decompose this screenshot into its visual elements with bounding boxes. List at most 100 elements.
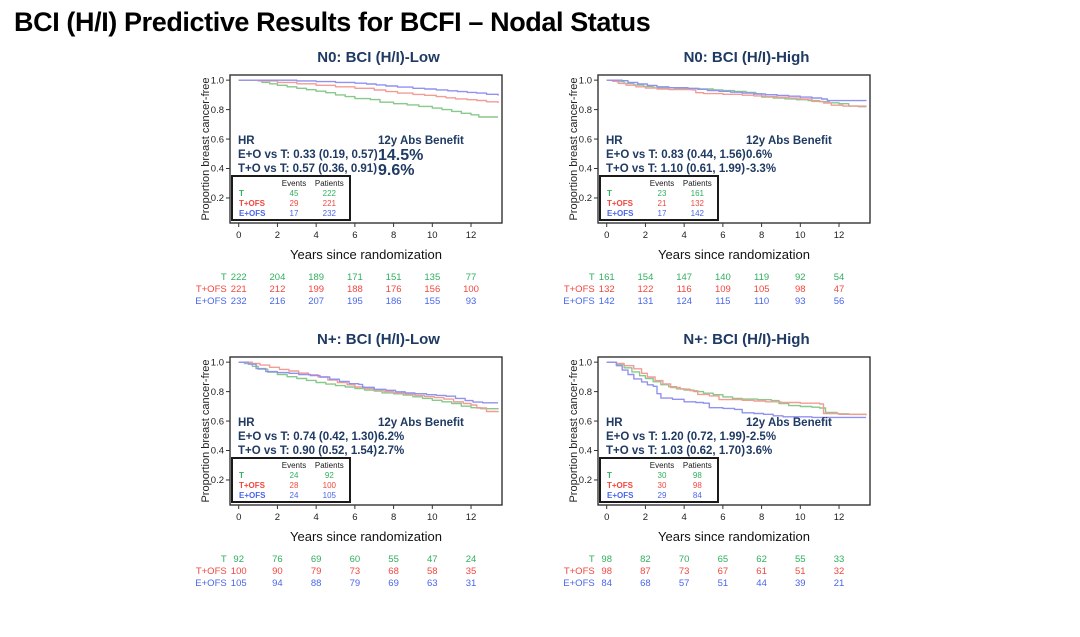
legend-header-row: Events Patients — [233, 179, 349, 189]
at-risk-count: 212 — [270, 284, 286, 295]
km-chart-area: 1.0 0.8 0.6 0.4 0.2 0 2 4 6 8 10 12 Proportion breas… — [568, 68, 873, 246]
legend-header-events: Events — [281, 179, 307, 188]
at-risk-count: 221 — [231, 284, 247, 295]
y-tick-label: 0.4 — [579, 446, 592, 457]
legend-row-t-ofs: T+OFS 30 98 — [601, 481, 717, 491]
at-risk-count: 84 — [601, 578, 612, 589]
x-tick-label: 4 — [314, 230, 319, 241]
km-curve-e+ofs — [606, 361, 867, 419]
y-tick-label: 0.6 — [579, 416, 592, 427]
at-risk-count: 171 — [347, 272, 363, 283]
legend-patients: 100 — [322, 481, 337, 490]
at-risk-count: 69 — [311, 554, 322, 565]
y-tick-label: 0.4 — [579, 164, 592, 175]
at-risk-count: 65 — [718, 554, 729, 565]
at-risk-count: 105 — [231, 578, 247, 589]
at-risk-count: 135 — [424, 272, 440, 283]
panel-title: N0: BCI (H/I)-Low — [317, 49, 440, 66]
x-tick-label: 8 — [759, 512, 764, 523]
at-risk-count: 94 — [272, 578, 283, 589]
at-risk-count: 131 — [638, 296, 654, 307]
at-risk-count: 54 — [834, 272, 845, 283]
x-tick-label: 2 — [275, 230, 280, 241]
at-risk-count: 142 — [599, 296, 615, 307]
plot-frame — [597, 356, 871, 506]
benefit-value-eo: 6.2% — [378, 431, 405, 443]
at-risk-count: 93 — [795, 296, 806, 307]
x-tick-label: 12 — [466, 230, 477, 241]
at-risk-row-label: E+OFS — [195, 296, 226, 307]
at-risk-count: 140 — [715, 272, 731, 283]
legend-patients: 222 — [322, 189, 337, 198]
legend-label: E+OFS — [239, 491, 266, 500]
at-risk-row-label: T — [221, 272, 227, 283]
at-risk-count: 55 — [795, 554, 806, 565]
at-risk-count: 51 — [718, 578, 729, 589]
legend-row-e-ofs: E+OFS 29 84 — [601, 491, 717, 501]
benefit-title: 12y Abs Benefit — [378, 135, 464, 147]
at-risk-count: 100 — [463, 284, 479, 295]
benefit-block: 12y Abs Benefit 6.2% 2.7% — [378, 416, 464, 458]
at-risk-table: T 92 76 69 60 55 47 24T+OFS 100 90 79 73 68 58 35E+OFS… — [195, 554, 477, 589]
legend-row-e-ofs: E+OFS 24 105 — [233, 491, 349, 501]
y-tick-label: 0.8 — [211, 105, 224, 116]
at-risk-count: 32 — [834, 566, 845, 577]
benefit-value-eo: 0.6% — [746, 149, 773, 161]
legend-header-events: Events — [649, 461, 675, 470]
at-risk-count: 222 — [231, 272, 247, 283]
hr-line-eo-vs-t: E+O vs T: 0.33 (0.19, 0.57) — [238, 149, 378, 161]
y-axis-label: Proportion breast cancer-free — [568, 77, 580, 220]
hr-title: HR — [606, 417, 623, 429]
at-risk-count: 35 — [466, 566, 477, 577]
at-risk-count: 93 — [466, 296, 477, 307]
legend-header-patients: Patients — [682, 461, 712, 470]
legend-patients: 221 — [322, 199, 337, 208]
at-risk-row-label: T — [589, 272, 595, 283]
at-risk-count: 155 — [424, 296, 440, 307]
legend-events: 17 — [289, 209, 299, 218]
at-risk-count: 21 — [834, 578, 845, 589]
benefit-title: 12y Abs Benefit — [746, 417, 832, 429]
panel-nplus-bci-low: N+: BCI (H/I)-Low 1.0 0.8 0.6 0.4 0.2 0 2 4 6 8 10… — [170, 322, 538, 594]
hr-line-to-vs-t: T+O vs T: 0.57 (0.36, 0.91) — [238, 163, 378, 175]
legend-events: 30 — [657, 481, 667, 490]
at-risk-count: 73 — [679, 566, 690, 577]
x-tick-label: 2 — [275, 512, 280, 523]
legend-events: 29 — [657, 491, 667, 500]
panels-grid: N0: BCI (H/I)-Low 1.0 0.8 0.6 0.4 0.2 0 2 4 6 8 10… — [170, 40, 1080, 604]
plot-frame — [229, 356, 503, 506]
at-risk-count: 188 — [347, 284, 363, 295]
y-tick-label: 0.8 — [579, 105, 592, 116]
legend-label: T — [607, 189, 612, 198]
x-axis-label: Years since randomization — [658, 529, 810, 544]
y-tick-label: 1.0 — [211, 357, 224, 368]
hr-line-to-vs-t: T+O vs T: 0.90 (0.52, 1.54) — [238, 445, 378, 457]
legend-label: T — [607, 471, 612, 480]
km-curve-e+ofs — [606, 79, 867, 102]
hr-block: HR E+O vs T: 1.20 (0.72, 1.99) T+O vs T:… — [606, 416, 746, 458]
y-tick-label: 1.0 — [579, 357, 592, 368]
at-risk-count: 76 — [272, 554, 283, 565]
at-risk-count: 176 — [386, 284, 402, 295]
x-tick-label: 10 — [427, 512, 438, 523]
panel-title: N+: BCI (H/I)-High — [683, 331, 810, 348]
benefit-value-to: 2.7% — [378, 445, 405, 457]
legend-header-spacer — [601, 461, 646, 471]
x-tick-label: 10 — [795, 512, 806, 523]
at-risk-count: 24 — [466, 554, 477, 565]
at-risk-count: 57 — [679, 578, 690, 589]
legend-row-e-ofs: E+OFS 17 232 — [233, 209, 349, 219]
at-risk-count: 39 — [795, 578, 806, 589]
x-axis-label: Years since randomization — [290, 529, 442, 544]
x-tick-label: 0 — [236, 230, 241, 241]
legend-row-t-ofs: T+OFS 21 132 — [601, 199, 717, 209]
x-tick-label: 10 — [427, 230, 438, 241]
km-curve-t+ofs — [606, 79, 867, 107]
y-tick-label: 1.0 — [579, 75, 592, 86]
y-tick-label: 1.0 — [211, 75, 224, 86]
legend-events: 30 — [657, 471, 667, 480]
at-risk-count: 119 — [754, 272, 769, 283]
legend-events: 29 — [289, 199, 299, 208]
